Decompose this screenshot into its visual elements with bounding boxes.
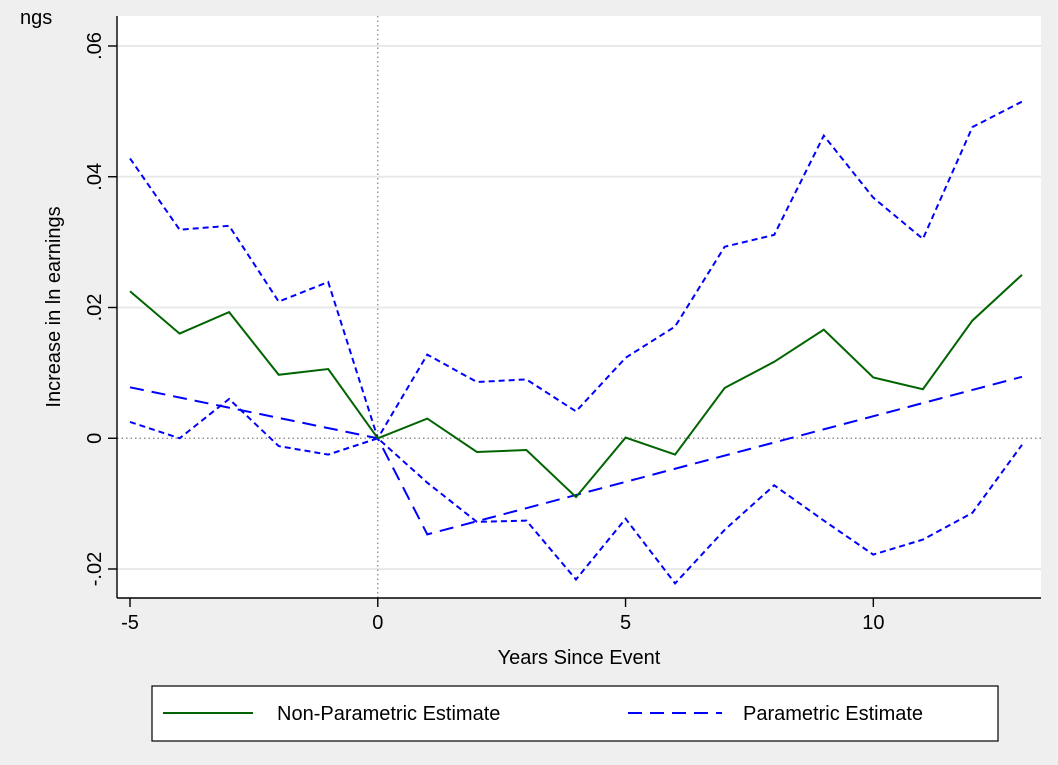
series-line-lower-bound — [129, 397, 1023, 585]
y-tick-label-1: 0 — [84, 433, 106, 444]
legend-label-parametric: Parametric Estimate — [743, 703, 923, 725]
y-tick-label-0: -.02 — [84, 552, 106, 586]
x-tick-label-3: 10 — [862, 612, 884, 634]
truncated-title: ngs — [20, 7, 52, 29]
series-line-parametric-estimate — [129, 375, 1023, 536]
series-line-upper-bound — [129, 100, 1023, 441]
y-tick-label-2: .02 — [84, 294, 106, 322]
x-tick-label-0: -5 — [121, 612, 139, 634]
legend-box — [151, 685, 999, 742]
y-axis-title: Increase in ln earnings — [43, 206, 65, 407]
legend-label-nonparametric: Non-Parametric Estimate — [277, 703, 500, 725]
y-tick-label-3: .04 — [84, 163, 106, 191]
series-lines — [129, 100, 1023, 585]
x-tick-label-2: 5 — [620, 612, 631, 634]
x-axis-title: Years Since Event — [498, 647, 661, 669]
y-tick-label-4: .06 — [84, 32, 106, 60]
series-line-non-parametric-estimate — [129, 274, 1023, 499]
axes: -.02 0 .02 .04 .06 -5 0 5 10 — [84, 16, 1041, 634]
grid-lines — [117, 45, 1041, 570]
x-tick-label-1: 0 — [372, 612, 383, 634]
legend: Non-Parametric Estimate Parametric Estim… — [151, 685, 999, 742]
